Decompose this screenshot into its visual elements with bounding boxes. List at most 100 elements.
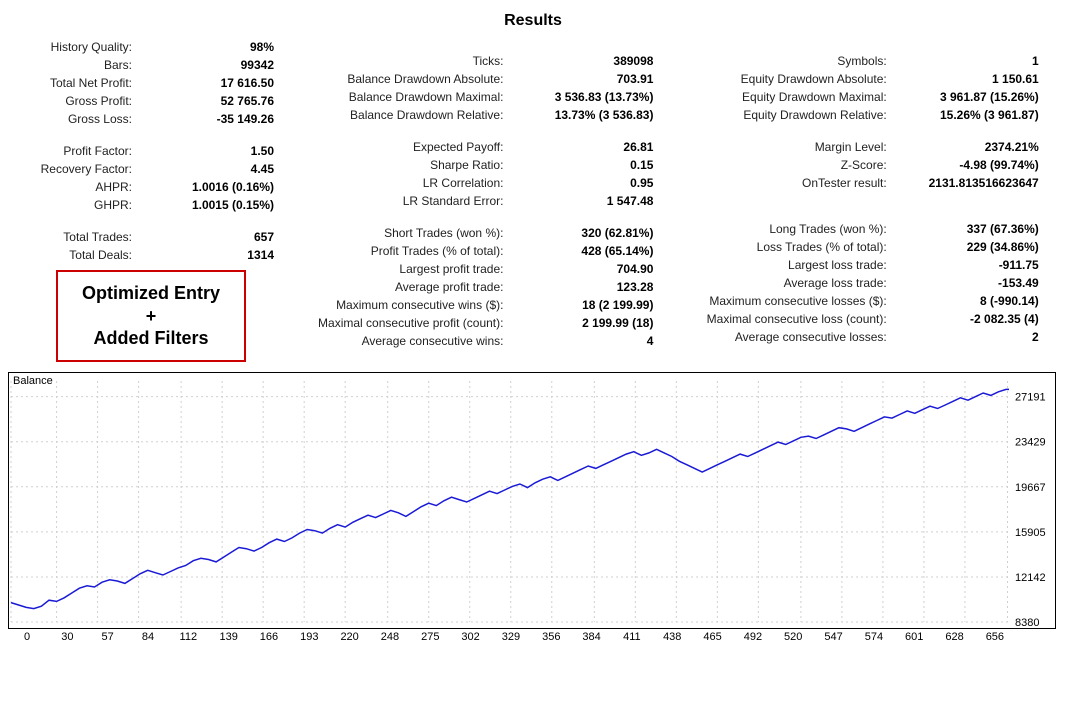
stat-label: Maximum consecutive losses ($): xyxy=(673,292,893,310)
stat-row xyxy=(8,128,293,142)
stat-row xyxy=(293,210,672,224)
stat-row: Profit Trades (% of total):428 (65.14%) xyxy=(293,242,672,260)
stat-label: OnTester result: xyxy=(673,174,893,192)
x-tick-label: 628 xyxy=(940,631,970,643)
stat-value: -911.75 xyxy=(893,256,1049,274)
stat-row: Average consecutive wins:4 xyxy=(293,332,672,350)
stat-label: Sharpe Ratio: xyxy=(293,156,509,174)
balance-chart: Balance 27191234291966715905121428380 xyxy=(8,372,1056,629)
stat-label: Short Trades (won %): xyxy=(293,224,509,242)
stat-label: LR Correlation: xyxy=(293,174,509,192)
stat-value: 3 536.83 (13.73%) xyxy=(509,88,663,106)
balance-line xyxy=(11,389,1009,608)
stat-row: Largest profit trade:704.90 xyxy=(293,260,672,278)
stat-row xyxy=(673,192,1058,206)
x-tick-label: 356 xyxy=(536,631,566,643)
x-tick-label: 574 xyxy=(859,631,889,643)
stat-row: Maximum consecutive losses ($):8 (-990.1… xyxy=(673,292,1058,310)
stat-label: Equity Drawdown Absolute: xyxy=(673,70,893,88)
annotation-line: + xyxy=(146,306,157,326)
stat-row xyxy=(673,124,1058,138)
stat-row: Balance Drawdown Relative:13.73% (3 536.… xyxy=(293,106,672,124)
stat-row: Z-Score:-4.98 (99.74%) xyxy=(673,156,1058,174)
stat-label: Maximal consecutive loss (count): xyxy=(673,310,893,328)
stat-value: 8 (-990.14) xyxy=(893,292,1049,310)
stat-row: Total Trades:657 xyxy=(8,228,293,246)
stat-value: -35 149.26 xyxy=(138,110,284,128)
stat-row xyxy=(8,214,293,228)
stat-value: 229 (34.86%) xyxy=(893,238,1049,256)
stat-label: Gross Loss: xyxy=(8,110,138,128)
stat-label: Total Trades: xyxy=(8,228,138,246)
y-tick-label: 19667 xyxy=(1015,481,1046,493)
stat-label: Equity Drawdown Relative: xyxy=(673,106,893,124)
stat-value: 26.81 xyxy=(509,138,663,156)
stat-label: Loss Trades (% of total): xyxy=(673,238,893,256)
stat-value: -153.49 xyxy=(893,274,1049,292)
stat-row: Equity Drawdown Maximal:3 961.87 (15.26%… xyxy=(673,88,1058,106)
stat-label: Symbols: xyxy=(673,52,893,70)
stats-col-2: Ticks:389098Balance Drawdown Absolute:70… xyxy=(293,38,672,362)
stat-row: Long Trades (won %):337 (67.36%) xyxy=(673,220,1058,238)
y-tick-label: 23429 xyxy=(1015,436,1046,448)
stat-row: Maximum consecutive wins ($):18 (2 199.9… xyxy=(293,296,672,314)
stat-row: History Quality:98% xyxy=(8,38,293,56)
stat-label: Expected Payoff: xyxy=(293,138,509,156)
stat-label: Recovery Factor: xyxy=(8,160,138,178)
stat-value: 2131.813516623647 xyxy=(893,174,1049,192)
stat-value: 389098 xyxy=(509,52,663,70)
stat-row: Largest loss trade:-911.75 xyxy=(673,256,1058,274)
x-tick-label: 329 xyxy=(496,631,526,643)
x-tick-label: 384 xyxy=(577,631,607,643)
stat-value: 123.28 xyxy=(509,278,663,296)
stat-value: 1 150.61 xyxy=(893,70,1049,88)
stat-row: GHPR:1.0015 (0.15%) xyxy=(8,196,293,214)
stat-value: 2 199.99 (18) xyxy=(509,314,663,332)
stat-value: 3 961.87 (15.26%) xyxy=(893,88,1049,106)
results-title: Results xyxy=(8,12,1058,30)
chart-y-label: Balance xyxy=(13,375,53,387)
x-tick-label: 438 xyxy=(657,631,687,643)
stat-row: LR Correlation:0.95 xyxy=(293,174,672,192)
x-tick-label: 656 xyxy=(980,631,1010,643)
stat-value: 704.90 xyxy=(509,260,663,278)
stat-row: Total Net Profit:17 616.50 xyxy=(8,74,293,92)
stat-value: 703.91 xyxy=(509,70,663,88)
x-tick-label: 520 xyxy=(778,631,808,643)
stat-label: Balance Drawdown Maximal: xyxy=(293,88,509,106)
stat-value: 2374.21% xyxy=(893,138,1049,156)
stat-value: 0.15 xyxy=(509,156,663,174)
stat-label: Profit Factor: xyxy=(8,142,138,160)
stat-label: Long Trades (won %): xyxy=(673,220,893,238)
stat-label: Largest loss trade: xyxy=(673,256,893,274)
x-tick-label: 57 xyxy=(93,631,123,643)
stat-label: AHPR: xyxy=(8,178,138,196)
stat-value: 428 (65.14%) xyxy=(509,242,663,260)
stat-row: Balance Drawdown Absolute:703.91 xyxy=(293,70,672,88)
stat-value: 337 (67.36%) xyxy=(893,220,1049,238)
x-tick-label: 112 xyxy=(173,631,203,643)
x-tick-label: 275 xyxy=(415,631,445,643)
stat-label: Average loss trade: xyxy=(673,274,893,292)
stat-value: 657 xyxy=(138,228,284,246)
stat-value: 320 (62.81%) xyxy=(509,224,663,242)
balance-line-chart: 27191234291966715905121428380 xyxy=(9,373,1055,628)
x-tick-label: 166 xyxy=(254,631,284,643)
stat-label: Profit Trades (% of total): xyxy=(293,242,509,260)
stats-col-1: History Quality:98%Bars:99342Total Net P… xyxy=(8,38,293,362)
annotation-line: Added Filters xyxy=(93,328,208,348)
stat-label: Balance Drawdown Relative: xyxy=(293,106,509,124)
annotation-box: Optimized Entry +Added Filters xyxy=(56,270,246,362)
stat-row: Ticks:389098 xyxy=(293,52,672,70)
stat-value: 4.45 xyxy=(138,160,284,178)
y-tick-label: 12142 xyxy=(1015,571,1046,583)
x-tick-label: 248 xyxy=(375,631,405,643)
stat-value: 1 547.48 xyxy=(509,192,663,210)
stat-row: Balance Drawdown Maximal:3 536.83 (13.73… xyxy=(293,88,672,106)
annotation-line: Optimized Entry xyxy=(82,283,220,303)
stat-value: 98% xyxy=(138,38,284,56)
stat-label: Gross Profit: xyxy=(8,92,138,110)
stat-value: 2 xyxy=(893,328,1049,346)
stat-row: AHPR:1.0016 (0.16%) xyxy=(8,178,293,196)
stat-row xyxy=(673,38,1058,52)
